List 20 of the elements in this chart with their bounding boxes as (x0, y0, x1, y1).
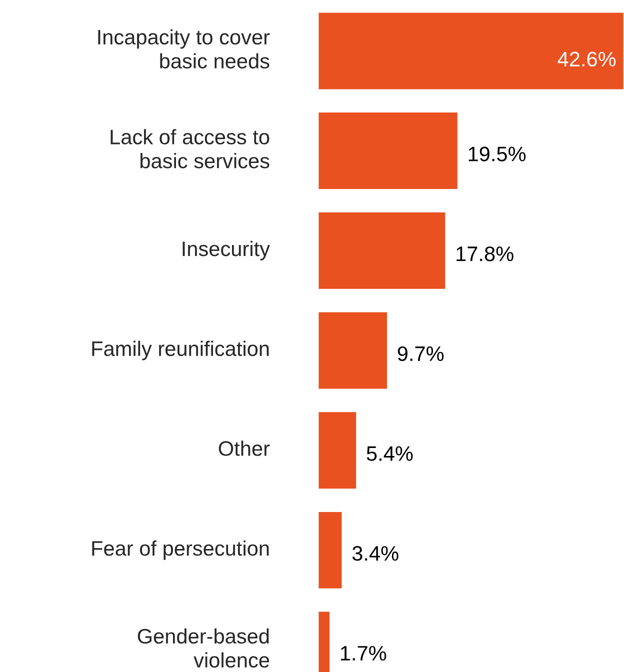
bar (318, 111, 459, 190)
y-tick-label: Fear of persecution (92, 540, 269, 560)
bar (318, 410, 358, 490)
data-label: 17.8% (456, 246, 514, 262)
bar (318, 510, 344, 590)
y-tick-label: Incapacity to cover basic needs (98, 29, 270, 69)
bar (318, 12, 624, 91)
data-label: 9.7% (398, 346, 444, 362)
bar (318, 310, 388, 390)
data-label: 5.4% (366, 446, 413, 461)
y-tick-label: Gender-based violence (138, 628, 270, 668)
data-label: 19.5% (468, 146, 526, 162)
y-tick-label: Family reunification (92, 340, 269, 360)
data-label: 1.7% (340, 646, 386, 661)
data-label: 42.6% (558, 52, 616, 67)
bar (318, 211, 447, 290)
y-tick-label: Insecurity (182, 240, 270, 260)
data-label: 3.4% (352, 546, 398, 561)
y-tick-label: Other (218, 440, 270, 456)
y-tick-label: Lack of access to basic services (110, 129, 270, 168)
